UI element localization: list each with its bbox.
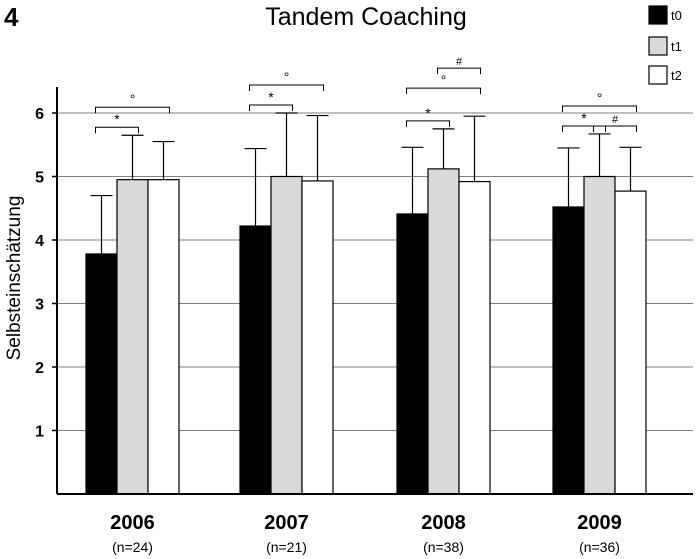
significance-symbol: * [268,89,274,105]
bar-t1-2006 [116,179,149,495]
significance-bracket [593,125,637,132]
panel-label: 4 [4,2,19,32]
y-tick-label: 4 [35,233,44,250]
x-category-label: 2006 [110,512,155,534]
y-tick-label: 2 [35,360,44,377]
bar-t0-2009 [552,206,585,495]
significance-bracket [95,106,170,114]
significance-bracket [437,67,481,75]
significance-bracket [406,120,450,127]
significance-symbol: # [612,114,619,126]
bar-t1-2007 [270,175,303,495]
legend-label-t1: t1 [671,39,682,54]
y-tick-labels: 1 2 3 4 5 6 [35,106,57,441]
bar-t2-2006 [147,179,180,495]
significance-bracket [95,126,139,134]
significance-symbol: ° [441,72,447,88]
significance-symbol: * [114,111,120,127]
bar-t0-2008 [396,213,429,495]
legend-label-t2: t2 [671,68,682,83]
legend-label-t0: t0 [671,8,682,23]
bars [85,168,647,495]
error-bars [90,112,642,254]
significance-symbol: # [456,56,463,68]
legend: t0 t1 t2 [648,5,682,85]
legend-swatch-t0 [648,5,668,25]
x-category-note: (n=38) [423,539,464,555]
y-tick-label: 5 [35,170,44,187]
bar-t2-2009 [614,190,647,495]
x-category-label: 2007 [264,512,309,534]
x-category-labels: 2006 (n=24) 2007 (n=21) 2008 (n=38) 2009 (n=36) [110,512,622,555]
significance-symbol: * [581,110,587,126]
significance-brackets: * ° * ° * ° # * # ° [95,56,637,134]
axes [56,87,693,495]
x-category-note: (n=21) [266,539,307,555]
x-category-label: 2008 [421,512,466,534]
chart-title: Tandem Coaching [265,3,467,31]
y-axis-label: Selbsteinschätzung [4,196,25,361]
significance-symbol: ° [597,90,603,106]
bar-t0-2006 [85,253,118,495]
significance-bracket [562,125,606,132]
y-tick-label: 3 [35,297,44,314]
legend-swatch-t2 [648,65,668,85]
bar-t2-2008 [458,180,491,495]
x-category-label: 2009 [577,512,622,534]
significance-bracket [406,87,481,95]
significance-symbol: ° [284,69,290,85]
bar-t2-2007 [301,180,334,495]
bar-t1-2009 [583,175,616,495]
y-tick-label: 6 [35,106,44,123]
y-tick-label: 1 [35,424,44,441]
significance-bracket [249,104,293,111]
bar-t0-2007 [239,225,272,495]
legend-swatch-t1 [648,36,668,56]
x-category-note: (n=36) [579,539,620,555]
significance-bracket [562,105,637,112]
x-category-note: (n=24) [112,539,153,555]
significance-bracket [249,84,324,91]
significance-symbol: * [425,105,431,121]
significance-symbol: ° [130,91,136,107]
bar-t1-2008 [427,168,460,495]
